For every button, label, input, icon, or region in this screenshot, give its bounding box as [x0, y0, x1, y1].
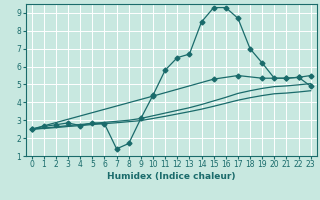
X-axis label: Humidex (Indice chaleur): Humidex (Indice chaleur)	[107, 172, 236, 181]
